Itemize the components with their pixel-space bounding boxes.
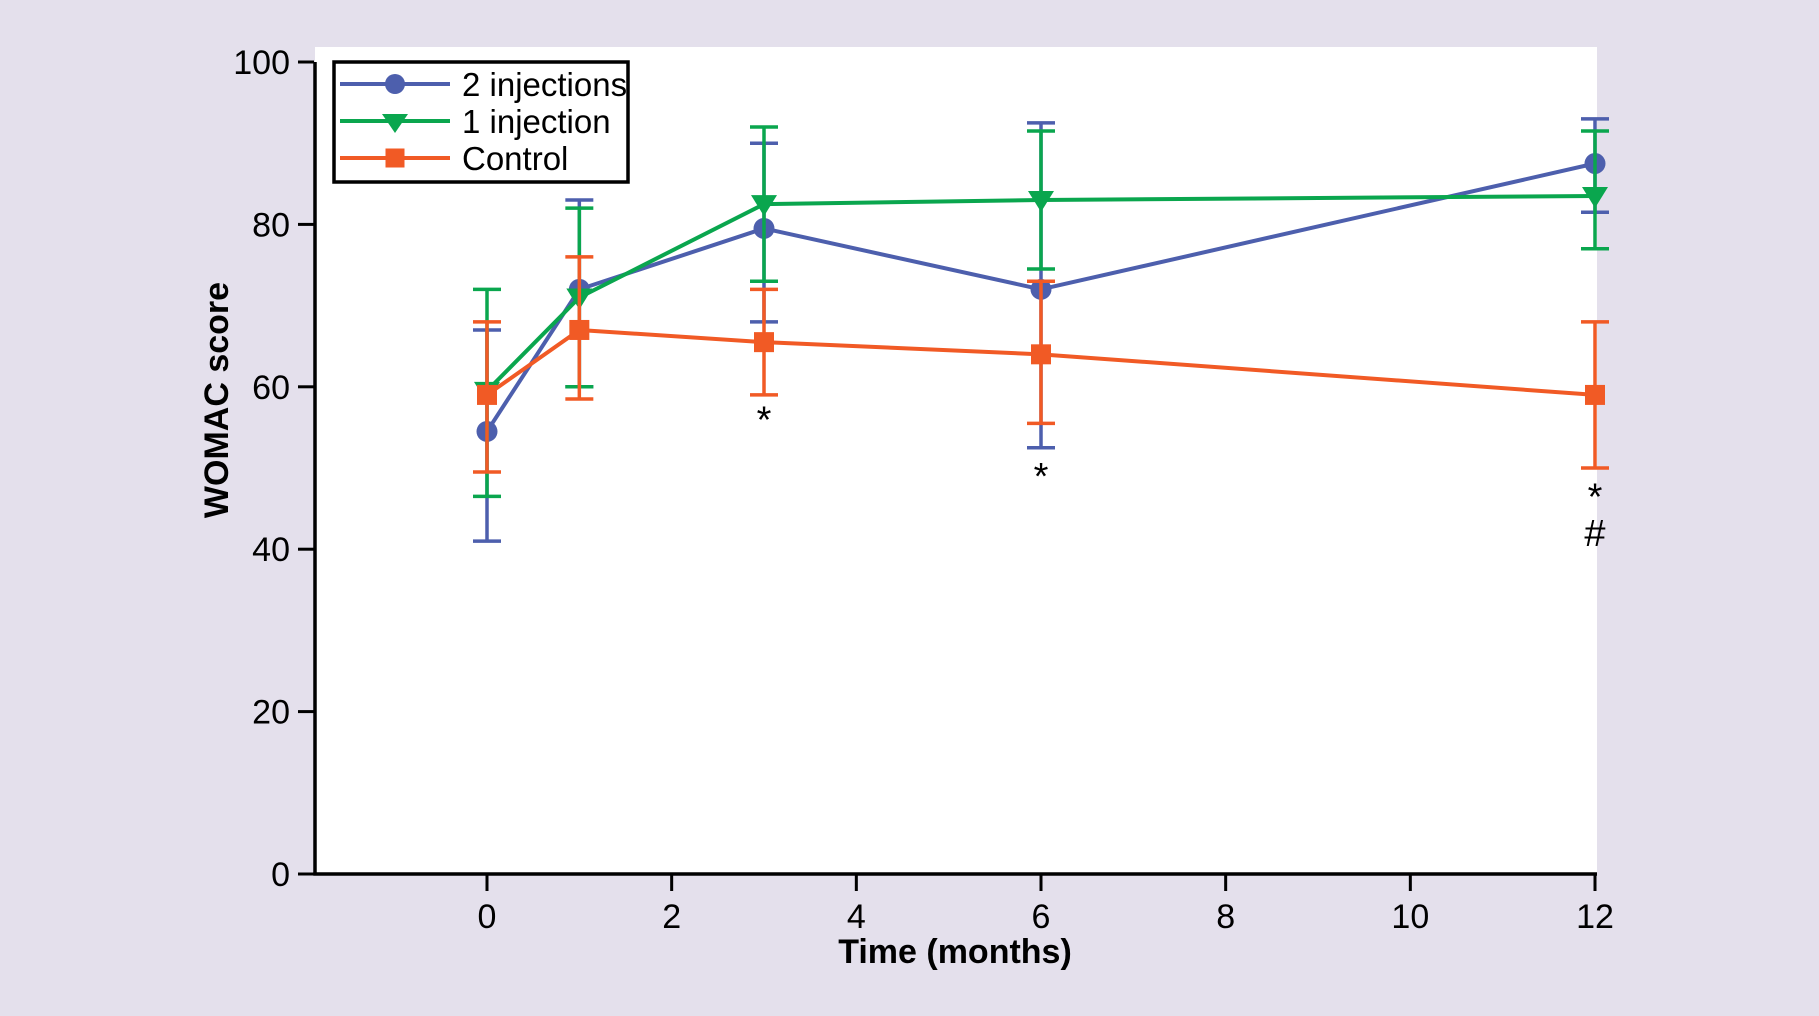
square-marker-icon [385, 148, 405, 168]
x-tick-label: 2 [662, 898, 681, 936]
legend-item-control: Control [340, 140, 568, 177]
y-axis-title: WOMAC score [198, 282, 236, 518]
legend-item-2-injections: 2 injections [340, 66, 627, 103]
triangle-down-marker-icon [1028, 191, 1054, 213]
triangle-down-marker-icon [751, 195, 777, 217]
y-tick-label: 0 [271, 856, 290, 894]
square-marker-icon [477, 384, 497, 405]
y-tick-label: 40 [252, 531, 290, 569]
legend: 2 injections 1 injection Control [332, 60, 630, 184]
y-tick-label: 20 [252, 694, 290, 732]
triangle-down-marker-icon [1582, 186, 1608, 208]
square-marker-icon [1585, 384, 1605, 405]
square-marker-icon [754, 332, 774, 353]
x-tick-label: 0 [478, 898, 497, 936]
triangle-down-marker-icon [382, 114, 408, 133]
x-tick-label: 12 [1576, 898, 1614, 936]
legend-label-control: Control [462, 140, 568, 177]
legend-label-1-injection: 1 injection [462, 103, 611, 140]
circle-marker-icon [385, 74, 405, 94]
y-tick-label: 80 [252, 206, 290, 244]
significance-asterisk: * [757, 399, 772, 441]
plot-area [315, 47, 1597, 874]
significance-asterisk: * [1034, 456, 1049, 498]
x-tick-label: 8 [1216, 898, 1235, 936]
significance-annotations: ** *# [757, 399, 1606, 555]
x-axis-title: Time (months) [838, 933, 1072, 971]
legend-item-1-injection: 1 injection [340, 103, 611, 140]
axis-ticks: 0 2 4 6 8 10 12 0 20 40 60 80 100 [233, 44, 1614, 936]
x-tick-label: 10 [1391, 898, 1429, 936]
x-tick-label: 6 [1032, 898, 1051, 936]
square-marker-icon [1031, 344, 1051, 365]
y-tick-label: 60 [252, 369, 290, 407]
y-tick-label: 100 [233, 44, 290, 82]
legend-label-2-injections: 2 injections [462, 66, 627, 103]
significance-asterisk: * [1588, 476, 1603, 518]
series-control [473, 255, 1609, 474]
x-tick-label: 4 [847, 898, 866, 936]
significance-hash: # [1584, 513, 1605, 555]
square-marker-icon [569, 319, 590, 340]
data-series [473, 117, 1609, 543]
